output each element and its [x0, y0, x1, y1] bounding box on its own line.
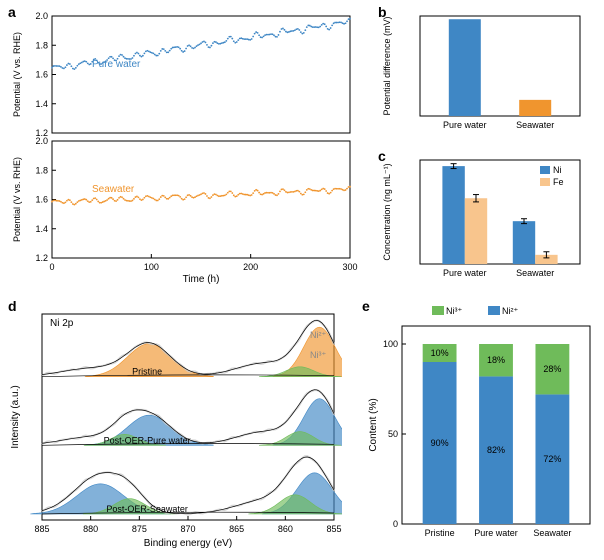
svg-text:875: 875: [132, 524, 147, 534]
svg-text:865: 865: [229, 524, 244, 534]
svg-text:Pure water: Pure water: [92, 59, 141, 70]
panel-d-chart: 885 880 875 870 865 860 855 Binding energy (eV)…: [6, 300, 342, 550]
svg-text:Binding energy (eV): Binding energy (eV): [144, 538, 232, 549]
svg-text:90%: 90%: [431, 438, 449, 448]
svg-text:28%: 28%: [543, 364, 561, 374]
svg-text:885: 885: [34, 524, 49, 534]
panel-c-chart: Pure water Seawater Ni Fe Concentration (ng …: [378, 150, 588, 286]
panel-e-label: e: [362, 298, 370, 314]
svg-text:Time (h): Time (h): [183, 274, 220, 285]
svg-text:Pure water: Pure water: [443, 120, 487, 130]
panel-b: b Pure water Seawater Potential difference…: [378, 6, 588, 138]
svg-text:1.8: 1.8: [35, 40, 48, 50]
panel-b-label: b: [378, 4, 387, 20]
svg-text:Post-OER-Pure water: Post-OER-Pure water: [104, 435, 191, 445]
svg-text:Ni: Ni: [553, 165, 562, 175]
svg-text:Pristine: Pristine: [132, 367, 162, 377]
svg-text:Pristine: Pristine: [425, 528, 455, 538]
panel-a-label: a: [8, 4, 16, 20]
svg-text:Seawater: Seawater: [516, 120, 554, 130]
svg-text:Concentration (ng mL⁻¹): Concentration (ng mL⁻¹): [382, 163, 392, 260]
svg-text:Seawater: Seawater: [516, 268, 554, 278]
svg-text:1.2: 1.2: [35, 253, 48, 263]
svg-text:82%: 82%: [487, 445, 505, 455]
svg-text:1.6: 1.6: [35, 195, 48, 205]
svg-text:Potential (V vs. RHE): Potential (V vs. RHE): [12, 32, 22, 117]
svg-text:Seawater: Seawater: [533, 528, 571, 538]
svg-text:Seawater: Seawater: [92, 184, 135, 195]
svg-text:200: 200: [243, 262, 258, 272]
svg-text:860: 860: [278, 524, 293, 534]
svg-text:1.4: 1.4: [35, 224, 48, 234]
panel-d: d 885 880 875 870 865 860 855 Binding energy (e…: [6, 300, 342, 550]
svg-text:Ni³⁺: Ni³⁺: [310, 350, 326, 360]
svg-text:0: 0: [49, 262, 54, 272]
svg-text:300: 300: [342, 262, 357, 272]
svg-text:Ni³⁺: Ni³⁺: [446, 306, 462, 316]
svg-text:100: 100: [383, 339, 398, 349]
svg-text:10%: 10%: [431, 348, 449, 358]
svg-text:50: 50: [388, 429, 398, 439]
svg-text:Potential difference (mV): Potential difference (mV): [382, 17, 392, 116]
panel-b-chart: Pure water Seawater Potential difference (…: [378, 6, 588, 138]
panel-a-chart: 1.2 1.4 1.6 1.8 2.0 Pure water Potential (V vs…: [6, 6, 358, 286]
svg-text:Intensity (a.u.): Intensity (a.u.): [10, 385, 21, 448]
svg-text:Ni 2p: Ni 2p: [50, 318, 74, 329]
svg-text:Potential (V vs. RHE): Potential (V vs. RHE): [12, 157, 22, 242]
svg-text:Fe: Fe: [553, 177, 564, 187]
svg-text:Ni²⁺: Ni²⁺: [310, 330, 326, 340]
svg-text:72%: 72%: [543, 454, 561, 464]
svg-text:0: 0: [393, 519, 398, 529]
svg-text:2.0: 2.0: [35, 11, 48, 21]
panel-e-chart: 0 50 100 90% 10% Pristine 82% 18% Pure water 72% 2…: [362, 300, 598, 550]
panel-a: a 1.2 1.4 1.6 1.8 2.0 Pure water Potential (V …: [6, 6, 358, 286]
svg-text:1.8: 1.8: [35, 165, 48, 175]
svg-text:100: 100: [144, 262, 159, 272]
svg-text:870: 870: [180, 524, 195, 534]
svg-text:18%: 18%: [487, 355, 505, 365]
svg-text:1.6: 1.6: [35, 70, 48, 80]
panel-c-label: c: [378, 148, 386, 164]
panel-d-label: d: [8, 298, 17, 314]
svg-text:Pure water: Pure water: [443, 268, 487, 278]
svg-text:Post-OER-Seawater: Post-OER-Seawater: [106, 504, 188, 514]
svg-text:Pure water: Pure water: [474, 528, 518, 538]
svg-text:Content (%): Content (%): [368, 398, 379, 451]
svg-text:855: 855: [326, 524, 341, 534]
panel-c: c Pure water Seawater Ni Fe Concentration (n…: [378, 150, 588, 286]
svg-text:1.4: 1.4: [35, 99, 48, 109]
svg-text:Ni²⁺: Ni²⁺: [502, 306, 518, 316]
panel-e: e 0 50 100 90% 10% Pristine 82% 18% Pure water 72…: [362, 300, 598, 550]
svg-text:2.0: 2.0: [35, 136, 48, 146]
svg-text:880: 880: [83, 524, 98, 534]
